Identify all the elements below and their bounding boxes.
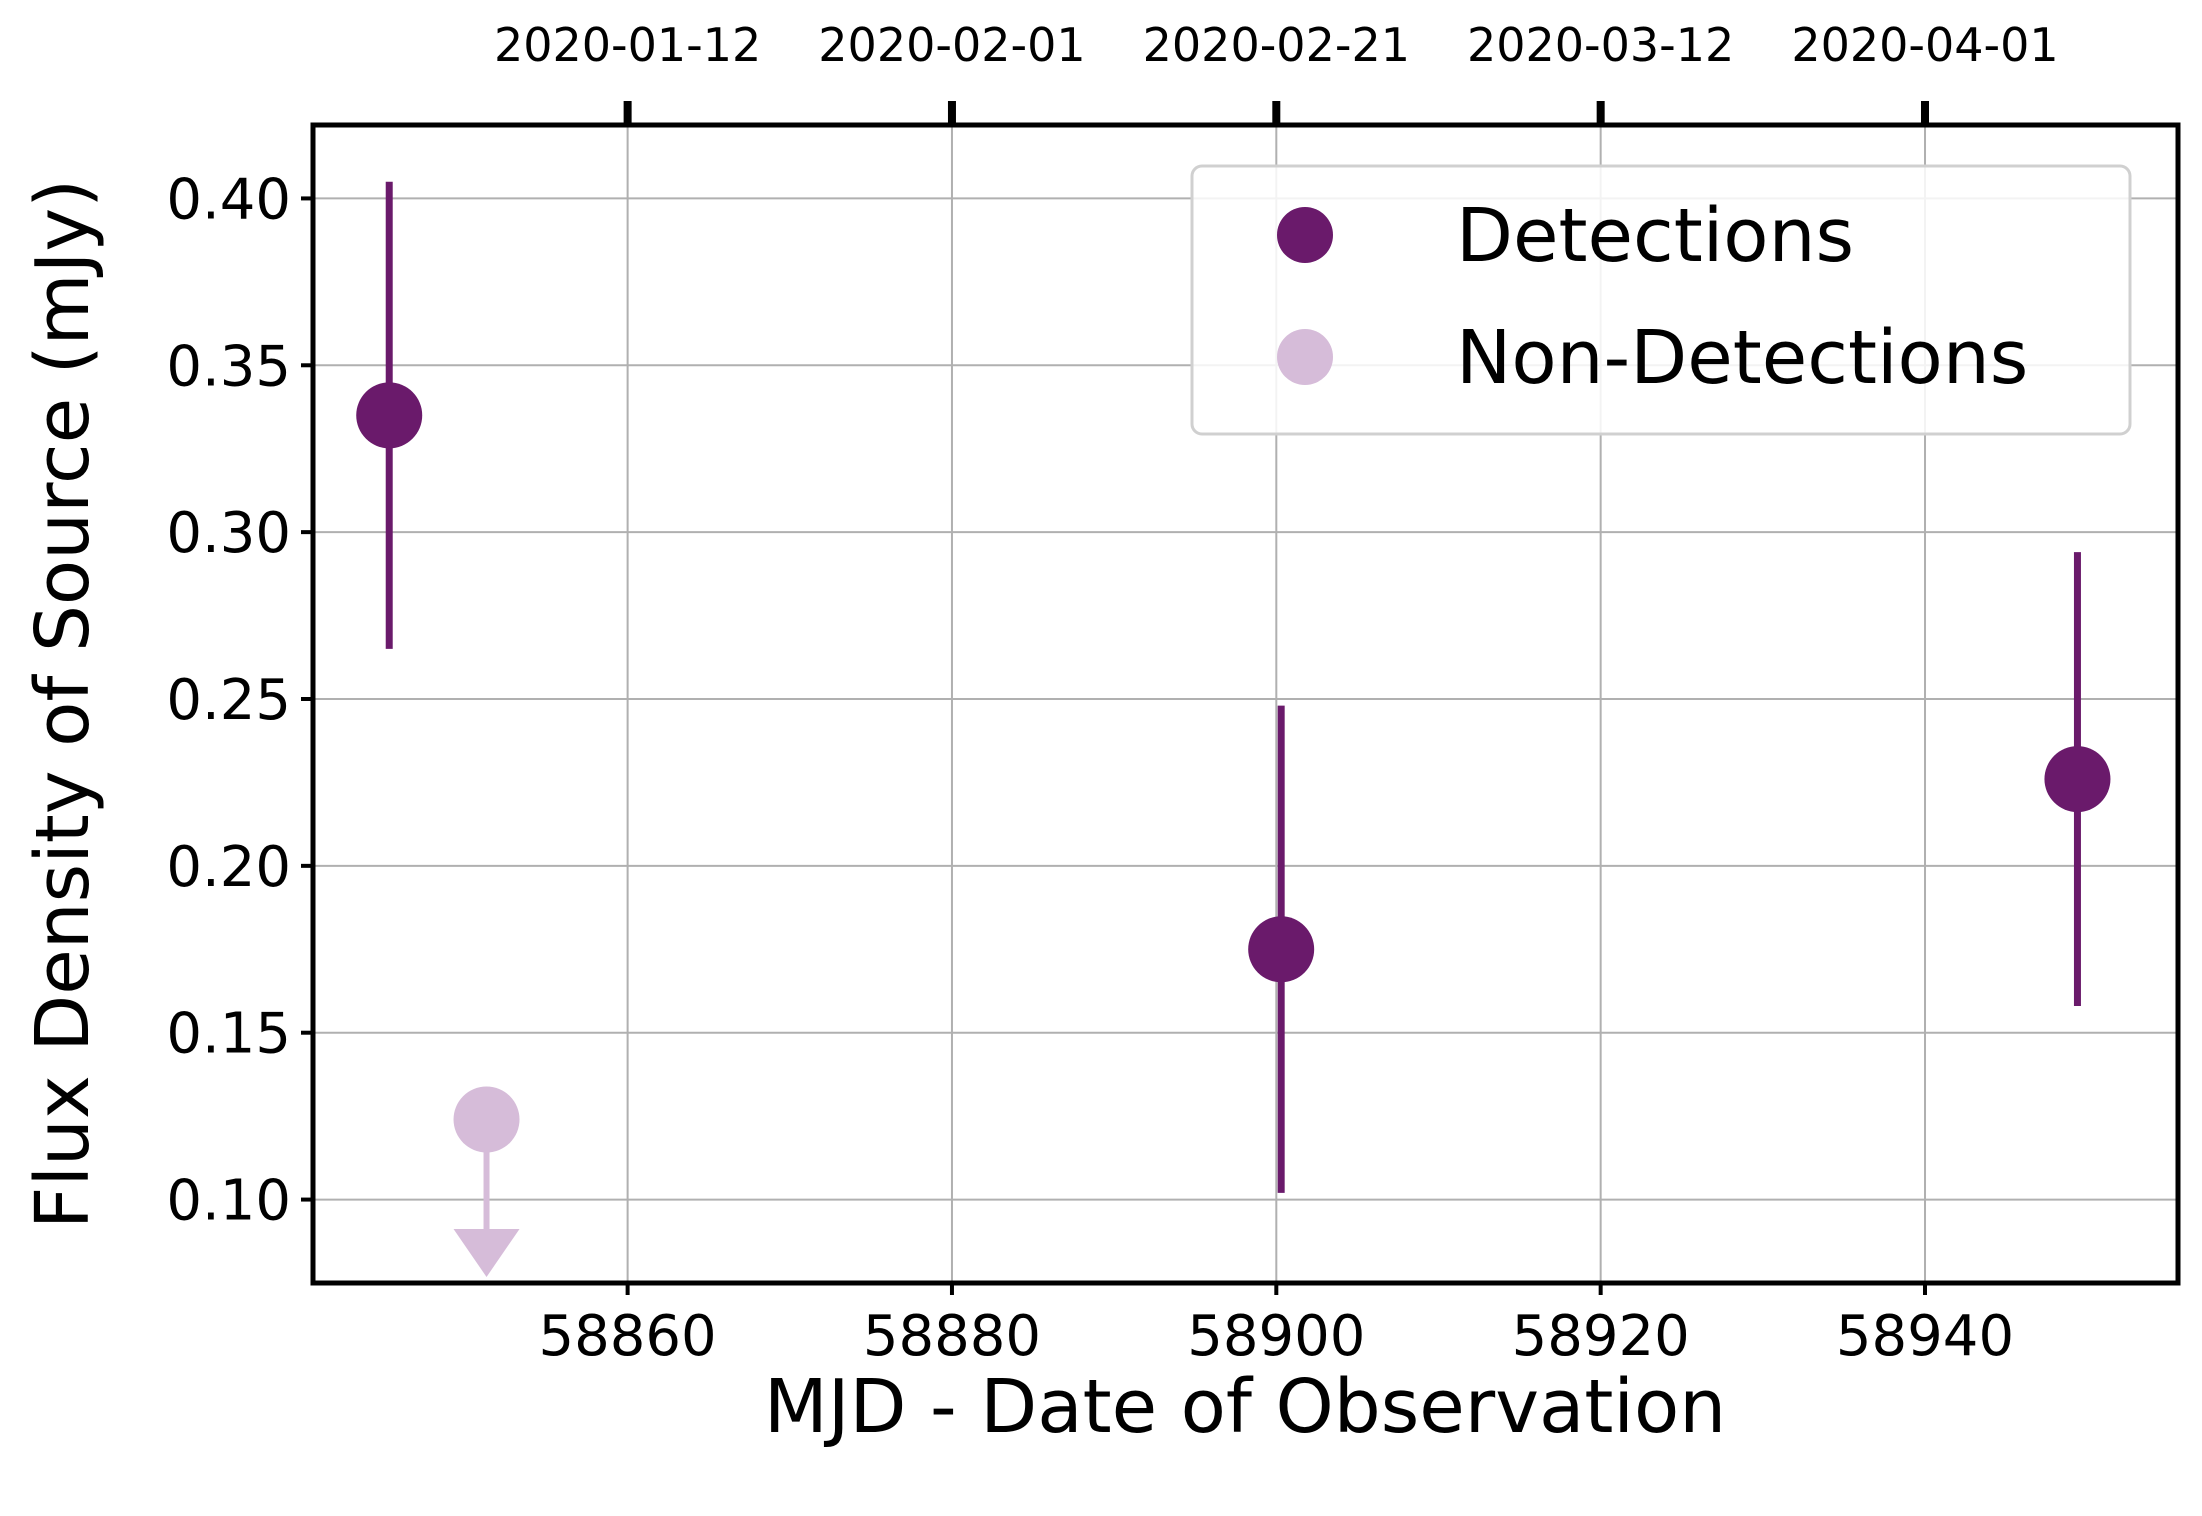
legend-marker (1277, 329, 1333, 385)
x-tick-label: 58920 (1512, 1304, 1690, 1369)
y-tick-label: 0.35 (166, 334, 291, 399)
detections-point (356, 382, 423, 449)
legend-label: Non-Detections (1456, 315, 2028, 401)
series-layer (356, 181, 2111, 1277)
y-tick-label: 0.25 (166, 668, 291, 733)
x-tick-label: 58860 (539, 1304, 717, 1369)
top-date-tick-label: 2020-02-21 (1143, 18, 1410, 72)
top-date-tick-label: 2020-04-01 (1791, 18, 2058, 72)
top-date-tick-label: 2020-01-12 (494, 18, 761, 72)
non-detections-point (453, 1086, 520, 1153)
x-tick-label: 58940 (1836, 1304, 2014, 1369)
legend-label: Detections (1456, 193, 1854, 279)
detections-point (2044, 746, 2111, 813)
y-tick-label: 0.15 (166, 1002, 291, 1067)
x-tick-label: 58900 (1187, 1304, 1365, 1369)
y-tick-label: 0.30 (166, 501, 291, 566)
x-axis-label: MJD - Date of Observation (764, 1364, 1726, 1450)
legend-box (1190, 164, 2132, 436)
axis-ticks: 58860 58880 58900 58920 58940 0.10 0.15 0.20 0.2… (166, 18, 2058, 1369)
legend: Detections Non-Detections (1190, 164, 2132, 436)
x-tick-label: 58880 (863, 1304, 1041, 1369)
plot-frame (310, 122, 2181, 1286)
top-date-tick-label: 2020-02-01 (818, 18, 1085, 72)
legend-marker (1277, 207, 1333, 263)
y-axis-label: Flux Density of Source (mJy) (20, 179, 106, 1229)
y-tick-label: 0.20 (166, 835, 291, 900)
detections-point (1248, 916, 1315, 983)
upper-limit-arrow-head (453, 1229, 520, 1277)
y-tick-label: 0.10 (166, 1169, 291, 1234)
y-tick-label: 0.40 (166, 167, 291, 232)
top-date-tick-label: 2020-03-12 (1467, 18, 1734, 72)
